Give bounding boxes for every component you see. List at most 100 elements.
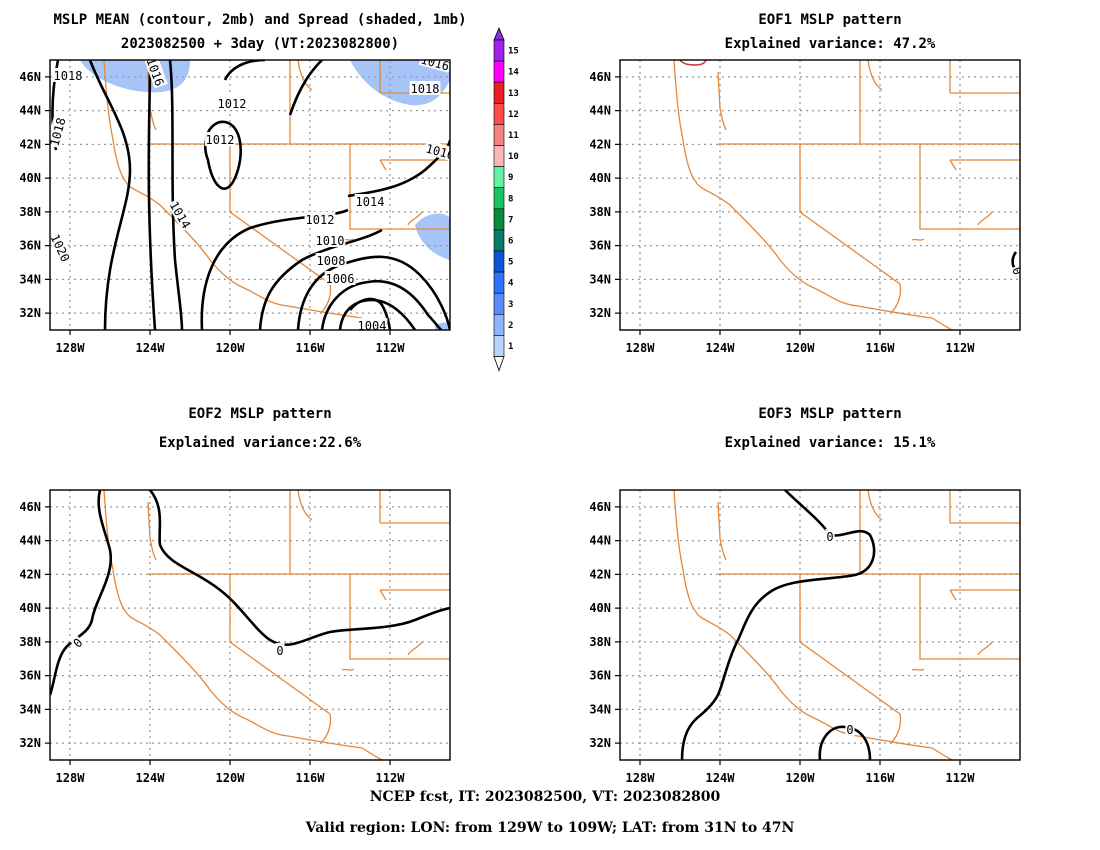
contour-label: 1004 — [358, 319, 387, 333]
contour-label: 1014 — [356, 195, 385, 209]
contour-label: 0 — [276, 644, 283, 658]
lon-tick-label: 124W — [136, 341, 166, 355]
lat-tick-label: 46N — [589, 500, 611, 514]
panel-title: EOF2 MSLP pattern — [188, 406, 331, 422]
contour-line-red — [679, 60, 707, 66]
colorbar-segment — [493, 60, 505, 83]
lon-tick-label: 112W — [946, 341, 976, 355]
colorbar: 15 14 13 12 11 10 9 8 7 6 5 4 3 2 1 — [493, 26, 519, 372]
lon-tick-label: 120W — [786, 341, 816, 355]
footer-line1: NCEP fcst, IT: 2023082500, VT: 202308280… — [370, 789, 721, 805]
lat-tick-label: 36N — [589, 669, 611, 683]
colorbar-label: 5 — [508, 258, 513, 268]
lat-tick-label: 36N — [19, 239, 41, 253]
colorbar-label: 11 — [508, 131, 519, 141]
contour-label: 1010 — [316, 234, 345, 248]
colorbar-segment — [493, 124, 505, 146]
lat-tick-label: 42N — [19, 567, 41, 581]
contour-line — [349, 297, 392, 330]
colorbar-segment — [493, 335, 505, 357]
contour-label: 0 — [846, 723, 853, 737]
contour-label: 1012 — [306, 213, 335, 227]
colorbar-label: 14 — [508, 68, 519, 78]
lon-tick-label: 120W — [786, 771, 816, 785]
lon-tick-label: 112W — [376, 341, 406, 355]
colorbar-label: 15 — [508, 47, 519, 57]
colorbar-label: 12 — [508, 110, 519, 120]
lat-tick-label: 46N — [19, 70, 41, 84]
lon-tick-label: 124W — [706, 771, 736, 785]
spread-shading — [415, 213, 450, 260]
lon-tick-label: 116W — [296, 341, 326, 355]
lat-tick-label: 40N — [589, 601, 611, 615]
colorbar-segment — [493, 250, 505, 273]
colorbar-segment — [493, 187, 505, 210]
contour-label: 0 — [826, 530, 833, 544]
panel-subtitle: 2023082500 + 3day (VT:2023082800) — [121, 36, 399, 52]
contour-line — [296, 255, 450, 330]
lon-tick-label: 116W — [866, 771, 896, 785]
contour-line — [50, 490, 113, 696]
lat-tick-label: 38N — [19, 205, 41, 219]
colorbar-segment — [493, 39, 505, 62]
colorbar-segment — [493, 145, 505, 167]
contour-line — [258, 228, 383, 330]
lat-tick-label: 38N — [589, 635, 611, 649]
colorbar-label: 9 — [508, 173, 513, 183]
contour-label: 1020 — [48, 232, 73, 264]
contour-line — [320, 279, 443, 330]
contour-line — [88, 60, 132, 330]
lat-tick-label: 34N — [589, 702, 611, 716]
colorbar-label: 1 — [508, 342, 513, 352]
lat-tick-label: 32N — [589, 306, 611, 320]
contour-label: 1018 — [54, 69, 83, 83]
plot-frame — [619, 489, 1021, 761]
lon-tick-label: 116W — [866, 341, 896, 355]
colorbar-segment — [493, 166, 505, 189]
colorbar-segment — [493, 313, 505, 336]
lon-tick-label: 116W — [296, 771, 326, 785]
colorbar-label: 2 — [508, 321, 513, 331]
lat-tick-label: 44N — [19, 534, 41, 548]
panel-eof2: EOF2 MSLP pattern Explained variance:22.6… — [19, 406, 451, 785]
plot-frame — [619, 59, 1021, 331]
lat-tick-label: 34N — [19, 702, 41, 716]
contour-label: 1012 — [218, 97, 247, 111]
colorbar-label: 6 — [508, 236, 513, 246]
footer-line2: Valid region: LON: from 129W to 109W; LA… — [305, 820, 795, 836]
coastline-borders — [673, 60, 1020, 330]
panel-subtitle: Explained variance:22.6% — [159, 435, 362, 451]
lat-tick-label: 32N — [19, 306, 41, 320]
lon-tick-label: 128W — [56, 341, 86, 355]
lat-tick-label: 36N — [589, 239, 611, 253]
lon-tick-label: 124W — [136, 771, 166, 785]
panel-eof1: EOF1 MSLP pattern Explained variance: 47.… — [589, 12, 1025, 355]
colorbar-segment — [493, 208, 505, 231]
plot-frame — [49, 489, 451, 761]
lon-tick-label: 112W — [376, 771, 406, 785]
panel-subtitle: Explained variance: 15.1% — [725, 435, 936, 451]
lat-tick-label: 44N — [19, 104, 41, 118]
contour-label: 1006 — [326, 272, 355, 286]
lat-tick-label: 40N — [589, 171, 611, 185]
lon-tick-label: 120W — [216, 771, 246, 785]
panel-title: EOF1 MSLP pattern — [758, 12, 901, 28]
lat-tick-label: 42N — [19, 137, 41, 151]
contour-label: 0 — [1009, 265, 1025, 277]
lat-tick-label: 34N — [19, 272, 41, 286]
lat-tick-label: 42N — [589, 137, 611, 151]
lat-tick-label: 40N — [19, 601, 41, 615]
contour-line — [288, 60, 323, 116]
panel-title: EOF3 MSLP pattern — [758, 406, 901, 422]
colorbar-segment — [493, 103, 505, 125]
colorbar-label: 7 — [508, 215, 513, 225]
contour-label: 1018 — [411, 82, 440, 96]
map-plot: 0 46N 44N 42N 40N 38N 36N 34N 32N 128W 124W 120W 116… — [589, 59, 1025, 355]
lat-tick-label: 46N — [589, 70, 611, 84]
contour-line — [818, 725, 872, 760]
panel-subtitle: Explained variance: 47.2% — [725, 36, 936, 52]
colorbar-label: 10 — [508, 152, 519, 162]
lon-tick-label: 128W — [56, 771, 86, 785]
